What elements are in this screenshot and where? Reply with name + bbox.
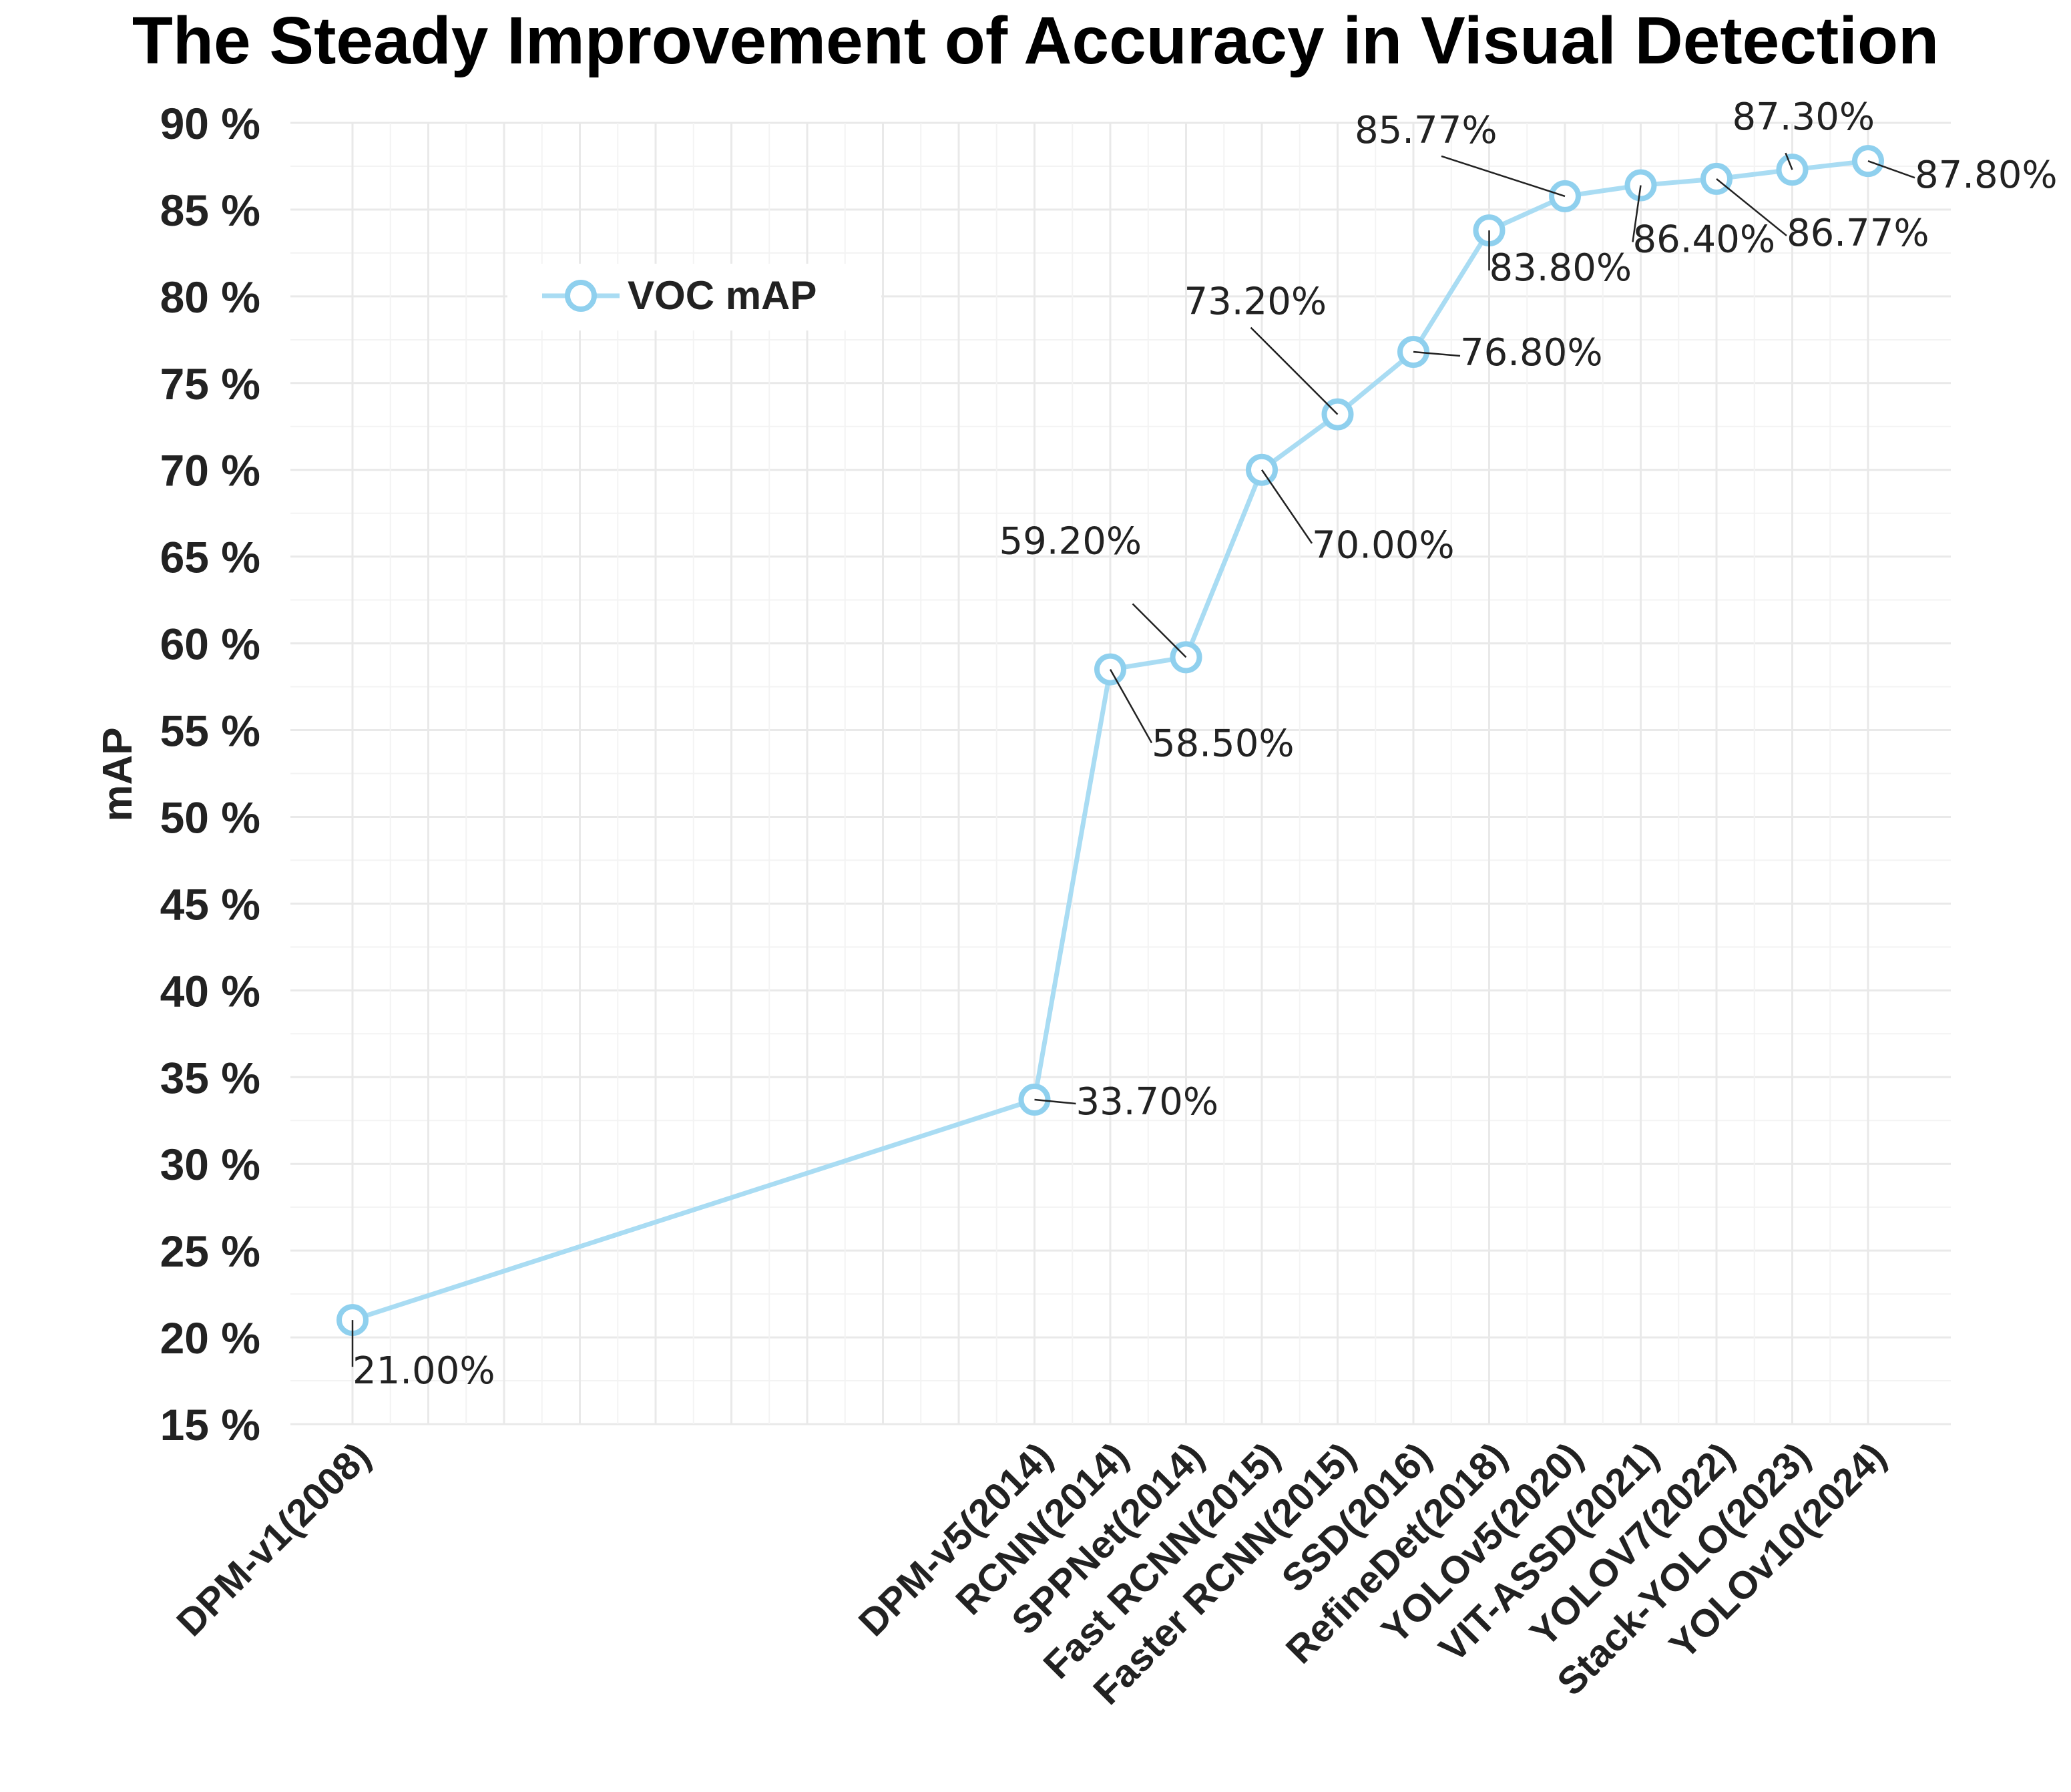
data-label: 70.00% [1312, 524, 1455, 568]
data-label-leader [1034, 1098, 1076, 1105]
y-tick-label: 50 % [160, 793, 260, 842]
data-label: 59.20% [999, 519, 1142, 563]
data-labels: 21.00% 33.70% 58.50% 59.20% 70.00% 73.20% 76.8… [351, 95, 2058, 1393]
data-label-leader [1867, 160, 1915, 179]
y-tick-label: 55 % [160, 706, 260, 756]
legend-marker [565, 280, 597, 312]
legend-label: VOC mAP [628, 273, 817, 318]
y-tick-label: 75 % [160, 359, 260, 409]
data-label: 86.40% [1633, 218, 1776, 262]
y-axis-label: mAP [95, 727, 141, 821]
y-tick-label: 15 % [160, 1400, 260, 1449]
data-label: 83.80% [1489, 246, 1632, 290]
y-tick-label: 70 % [160, 446, 260, 495]
y-tick-label: 65 % [160, 533, 260, 582]
y-tick-label: 35 % [160, 1053, 260, 1102]
y-tick-label: 20 % [160, 1313, 260, 1363]
data-label-leader [1132, 603, 1187, 658]
data-label: 58.50% [1152, 722, 1295, 766]
y-tick-label: 45 % [160, 879, 260, 929]
data-label-leader [1413, 351, 1461, 357]
data-label-leader [1441, 155, 1566, 198]
y-tick-label: 30 % [160, 1140, 260, 1189]
data-label-leader [1109, 668, 1153, 744]
y-tick-label: 60 % [160, 620, 260, 669]
y-axis-ticks: 15 % 20 % 25 % 30 % 35 % 40 % 45 % 50 % 55 % 60 %… [160, 99, 260, 1449]
legend: VOC mAP [507, 264, 881, 330]
chart-title: The Steady Improvement of Accuracy in Vi… [132, 3, 1939, 78]
gridlines [290, 122, 1951, 1425]
data-point [1852, 145, 1884, 178]
data-label: 21.00% [353, 1349, 495, 1393]
data-label: 85.77% [1355, 109, 1498, 152]
data-label-leader [1250, 326, 1339, 415]
data-label: 76.80% [1460, 331, 1603, 375]
data-label: 73.20% [1184, 280, 1327, 324]
data-label: 87.80% [1915, 154, 2058, 197]
data-label: 86.77% [1787, 212, 1929, 255]
y-tick-label: 25 % [160, 1226, 260, 1276]
data-label-leader [1632, 185, 1642, 242]
data-label: 33.70% [1076, 1080, 1219, 1124]
y-tick-label: 85 % [160, 186, 260, 235]
data-label-leader [1716, 178, 1787, 236]
data-label-leader [1785, 152, 1793, 170]
y-tick-label: 90 % [160, 99, 260, 148]
data-label-leader [1260, 469, 1313, 544]
data-label: 87.30% [1733, 95, 1875, 139]
y-tick-label: 80 % [160, 272, 260, 322]
y-tick-label: 40 % [160, 966, 260, 1016]
